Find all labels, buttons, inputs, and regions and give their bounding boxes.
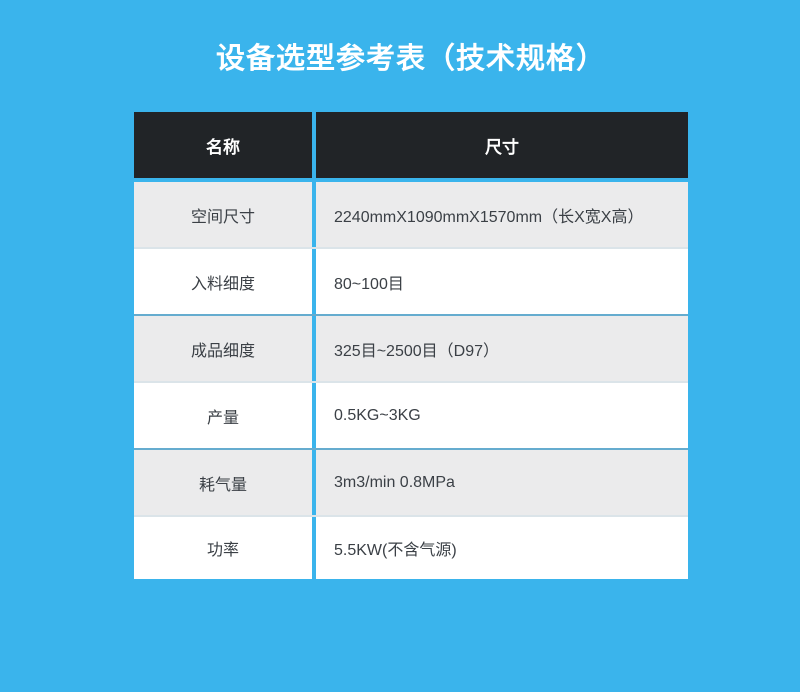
row-label: 功率 xyxy=(206,542,239,559)
row-value: 0.5KG~3KG xyxy=(334,406,421,424)
column-divider xyxy=(312,249,316,314)
table-row: 入料细度 80~100目 xyxy=(134,247,688,314)
table-row: 成品细度 325目~2500目（D97） xyxy=(134,314,688,381)
row-label: 产量 xyxy=(206,409,239,427)
header-name-cell: 名称 xyxy=(206,137,240,157)
column-divider xyxy=(312,182,316,247)
column-divider xyxy=(312,112,316,178)
row-label: 成品细度 xyxy=(190,342,255,360)
table-row: 空间尺寸 2240mmX1090mmX1570mm（长X宽X高） xyxy=(134,182,688,247)
row-label: 耗气量 xyxy=(198,476,247,494)
table-row: 耗气量 3m3/min 0.8MPa xyxy=(134,448,688,515)
page: 设备选型参考表（技术规格） 名称 尺寸 空间尺寸 2240mmX1090mmX1… xyxy=(0,40,800,579)
table-header-row: 名称 尺寸 xyxy=(134,112,688,182)
row-value: 80~100目 xyxy=(334,275,404,293)
row-value: 2240mmX1090mmX1570mm（长X宽X高） xyxy=(334,208,644,226)
header-size-cell: 尺寸 xyxy=(485,137,519,157)
row-label: 空间尺寸 xyxy=(190,208,255,226)
table-row: 功率 5.5KW(不含气源) xyxy=(134,515,688,579)
row-value: 5.5KW(不含气源) xyxy=(334,542,457,559)
column-divider xyxy=(312,316,316,381)
row-value: 3m3/min 0.8MPa xyxy=(334,473,455,491)
row-value: 325目~2500目（D97） xyxy=(334,342,499,360)
column-divider xyxy=(312,450,316,515)
spec-table: 名称 尺寸 空间尺寸 2240mmX1090mmX1570mm（长X宽X高） 入… xyxy=(134,112,688,579)
table-row: 产量 0.5KG~3KG xyxy=(134,381,688,448)
row-label: 入料细度 xyxy=(190,275,255,293)
column-divider xyxy=(312,517,316,579)
page-title: 设备选型参考表（技术规格） xyxy=(215,43,606,75)
column-divider xyxy=(312,383,316,448)
